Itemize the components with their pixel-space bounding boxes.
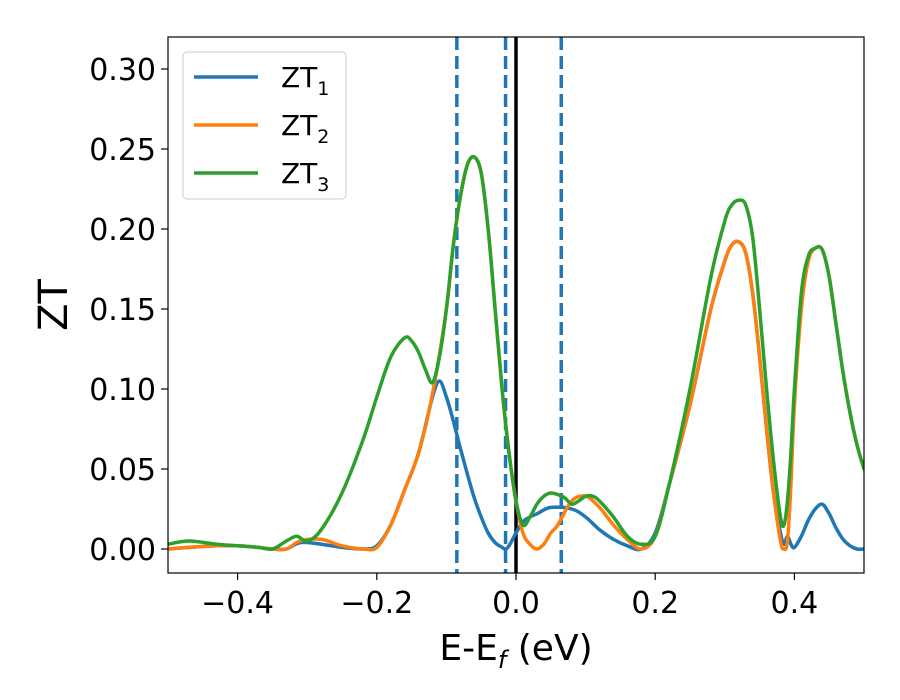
legend-box [182, 51, 347, 200]
x-axis-label-main: E-E [439, 628, 497, 669]
y-tick-label: 0.15 [89, 293, 156, 328]
x-tick-label: −0.4 [201, 586, 274, 621]
x-axis: −0.4 −0.2 0.0 0.2 0.4 [201, 573, 818, 621]
x-axis-label-suffix: (eV) [506, 628, 592, 669]
y-tick-label: 0.25 [89, 133, 156, 168]
x-tick-label: 0.2 [631, 586, 679, 621]
y-tick-label: 0.20 [89, 213, 156, 248]
y-tick-label: 0.05 [89, 453, 156, 488]
y-axis-label: ZT [31, 279, 77, 331]
series-line-zt2 [168, 154, 864, 552]
reference-lines [455, 37, 563, 573]
series-layer [168, 154, 864, 552]
legend-label-zt1: ZT1 [281, 61, 329, 100]
series-line-zt3 [168, 154, 864, 552]
legend-label-zt3: ZT3 [281, 157, 329, 196]
y-tick-label: 0.00 [89, 533, 156, 568]
x-tick-label: 0.0 [492, 586, 540, 621]
x-tick-label: 0.4 [771, 586, 819, 621]
legend-label-zt2: ZT2 [281, 109, 329, 148]
x-axis-label: E-Ef (eV) [439, 628, 592, 674]
y-tick-label: 0.30 [89, 53, 156, 88]
legend: ZT1 ZT2 ZT3 [182, 51, 347, 200]
x-tick-label: −0.2 [340, 586, 413, 621]
y-axis: 0.00 0.05 0.10 0.15 0.20 0.25 0.30 [89, 53, 168, 568]
y-tick-label: 0.10 [89, 373, 156, 408]
